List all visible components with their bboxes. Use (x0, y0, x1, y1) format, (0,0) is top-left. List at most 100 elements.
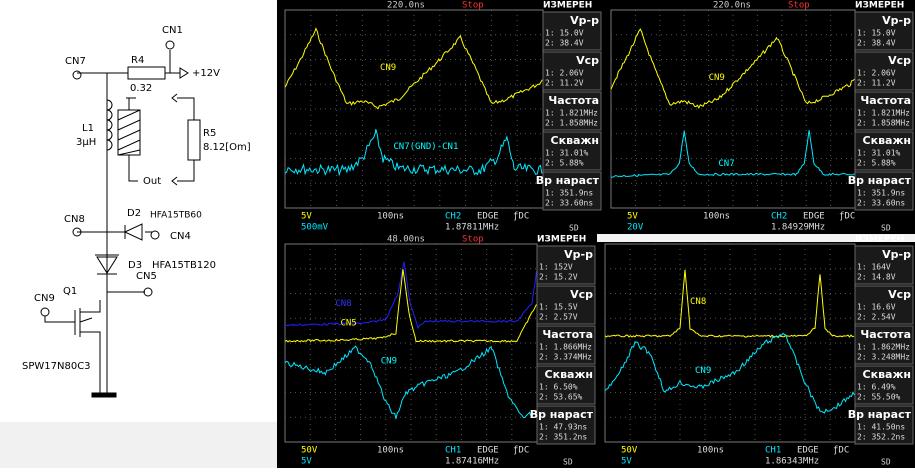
label: CN1 (162, 25, 183, 36)
waveform (605, 270, 854, 337)
measure-ch2: 2: 3.248MHz (857, 353, 910, 362)
measure-title: Частота (860, 94, 911, 107)
measure-box (536, 245, 596, 285)
timebase: 220.0ns (387, 1, 425, 11)
inductor (106, 99, 113, 151)
measure-ch1: 1: 31.01% (857, 149, 901, 158)
measure-ch2: 2: 15.2V (539, 273, 578, 282)
measure-box (536, 325, 596, 365)
bottom-panel (0, 422, 277, 468)
waveform (285, 262, 536, 328)
coupling: ƒDC (513, 446, 529, 456)
trigger-source: CH2 (445, 212, 461, 222)
waveform (285, 346, 535, 419)
label: CN5 (136, 271, 157, 282)
label: L1 (82, 123, 94, 134)
label: 8.12[Om] (203, 142, 251, 153)
label: 0.32 (130, 83, 152, 94)
label: +12V (192, 68, 220, 79)
time-scale: 100ns (703, 212, 730, 222)
measure-ch2: 2: 1.858MHz (857, 119, 910, 128)
core-hatch (117, 97, 141, 182)
measure-ch2: 2: 33.60ns (545, 199, 593, 208)
trace-label: CN5 (340, 319, 356, 329)
terminal (150, 230, 160, 240)
measure-ch1: 1: 351.9ns (857, 189, 905, 198)
measure-ch2: 2: 352.2ns (857, 433, 905, 442)
diode-d2 (123, 223, 143, 241)
measure-ch1: 1: 47.93ns (539, 423, 587, 432)
measure-box (854, 285, 914, 325)
timebase: 48.00ns (387, 235, 425, 245)
measure-ch1: 1: 1.821MHz (857, 109, 910, 118)
trace-label: CN9 (381, 356, 397, 366)
waveform (285, 129, 542, 175)
measure-title: Vp-p (570, 14, 599, 27)
measure-ch2: 2: 2.54V (857, 313, 896, 322)
measure-ch2: 2: 14.8V (857, 273, 896, 282)
measure-title: Вр нараст (848, 408, 912, 421)
measure-ch2: 2: 55.50% (857, 393, 901, 402)
ch1-scale: 50V (301, 446, 318, 456)
label: CN4 (170, 231, 191, 242)
ch2-scale: 20V (627, 223, 644, 233)
coupling: ƒDC (839, 212, 855, 222)
storage: SD (569, 224, 579, 233)
waveform (605, 333, 855, 413)
traces (285, 262, 536, 419)
trigger-mode: EDGE (477, 212, 499, 222)
resistor-r4 (127, 66, 166, 80)
terminal (143, 287, 153, 297)
trigger-source: CH1 (765, 446, 781, 456)
label: R4 (131, 55, 144, 66)
ch2-scale: 5V (301, 457, 312, 467)
measure-title: Vcp (888, 54, 911, 67)
label: R5 (203, 128, 216, 139)
frequency: 1.87811MHz (445, 223, 499, 233)
measure-ch1: 1: 6.49% (857, 383, 896, 392)
coupling: ƒDC (833, 446, 849, 456)
time-scale: 100ns (377, 212, 404, 222)
measure-box (536, 405, 596, 445)
ch1-scale: 5V (627, 212, 638, 222)
measure-title: Частота (548, 94, 599, 107)
menu-title: ИЗМЕРЕН (855, 235, 904, 245)
ch2-scale: 500mV (301, 223, 329, 233)
trace-label: CN9 (709, 73, 725, 83)
trigger-mode: EDGE (477, 446, 499, 456)
traces (285, 29, 542, 175)
measure-box (854, 91, 914, 131)
measure-ch2: 2: 53.65% (539, 393, 583, 402)
measure-ch1: 1: 15.0V (857, 29, 896, 38)
measure-ch1: 1: 2.06V (545, 69, 584, 78)
status: Stop (462, 235, 484, 245)
terminal (40, 307, 50, 317)
measure-ch2: 2: 11.2V (545, 79, 584, 88)
frequency: 1.86343MHz (765, 457, 819, 467)
terminal (165, 40, 175, 50)
trace-label: CN8 (335, 299, 351, 309)
label: HFA15TB120 (152, 260, 216, 271)
menu-title: ИЗМЕРЕН (543, 1, 592, 11)
storage: SD (881, 458, 891, 467)
trigger-source: CH1 (445, 446, 461, 456)
label: HFA15TB60 (150, 211, 202, 221)
ch1-scale: 50V (621, 446, 638, 456)
storage: SD (881, 224, 891, 233)
ch2-scale: 5V (621, 457, 632, 467)
traces (611, 29, 855, 177)
ground (91, 392, 117, 398)
measure-box (854, 325, 914, 365)
measure-ch1: 1: 6.50% (539, 383, 578, 392)
frequency: 1.87416MHz (445, 457, 499, 467)
measure-ch1: 1: 1.862MHz (857, 343, 910, 352)
oscilloscope: CN9 CN7(GND)-CN1 220.0ns Stop ИЗМЕРЕН Vp-p 1: … (277, 0, 603, 234)
measure-box (542, 171, 602, 211)
measure-box (854, 171, 914, 211)
arrow (179, 67, 189, 79)
menu-title: ИЗМЕРЕН (537, 235, 586, 245)
storage: SD (563, 458, 573, 467)
trigger-mode: EDGE (803, 212, 825, 222)
measure-box (854, 131, 914, 171)
